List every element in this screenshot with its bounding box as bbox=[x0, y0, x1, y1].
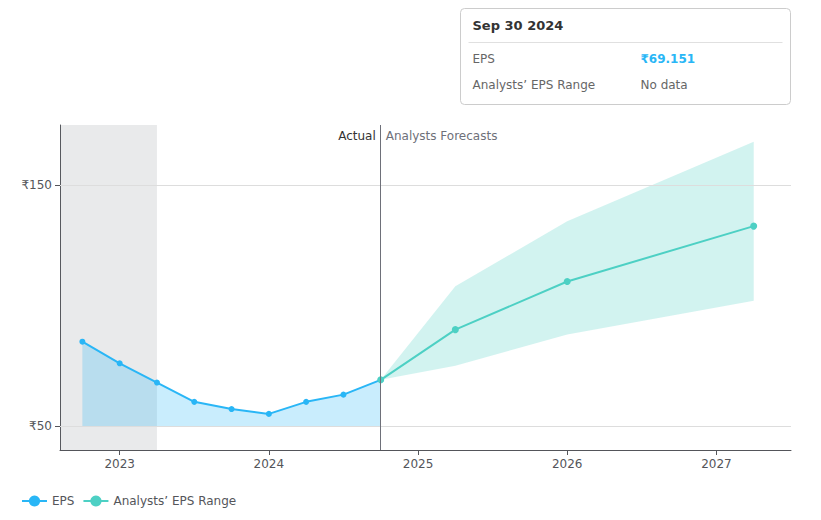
svg-text:Analysts Forecasts: Analysts Forecasts bbox=[386, 129, 498, 143]
svg-text:₹150: ₹150 bbox=[21, 178, 52, 192]
svg-text:EPS: EPS bbox=[52, 494, 74, 508]
svg-text:Analysts’ EPS Range: Analysts’ EPS Range bbox=[473, 78, 596, 92]
svg-text:Actual: Actual bbox=[338, 129, 376, 143]
svg-text:₹50: ₹50 bbox=[29, 419, 52, 433]
svg-text:Sep 30 2024: Sep 30 2024 bbox=[473, 18, 564, 33]
svg-text:EPS: EPS bbox=[473, 52, 495, 66]
svg-text:2024: 2024 bbox=[254, 457, 285, 471]
svg-text:2026: 2026 bbox=[552, 457, 583, 471]
svg-text:Analysts’ EPS Range: Analysts’ EPS Range bbox=[113, 494, 236, 508]
svg-text:2023: 2023 bbox=[104, 457, 135, 471]
svg-text:2025: 2025 bbox=[403, 457, 434, 471]
svg-text:₹69.151: ₹69.151 bbox=[641, 52, 696, 66]
svg-text:2027: 2027 bbox=[701, 457, 732, 471]
svg-text:No data: No data bbox=[641, 78, 688, 92]
